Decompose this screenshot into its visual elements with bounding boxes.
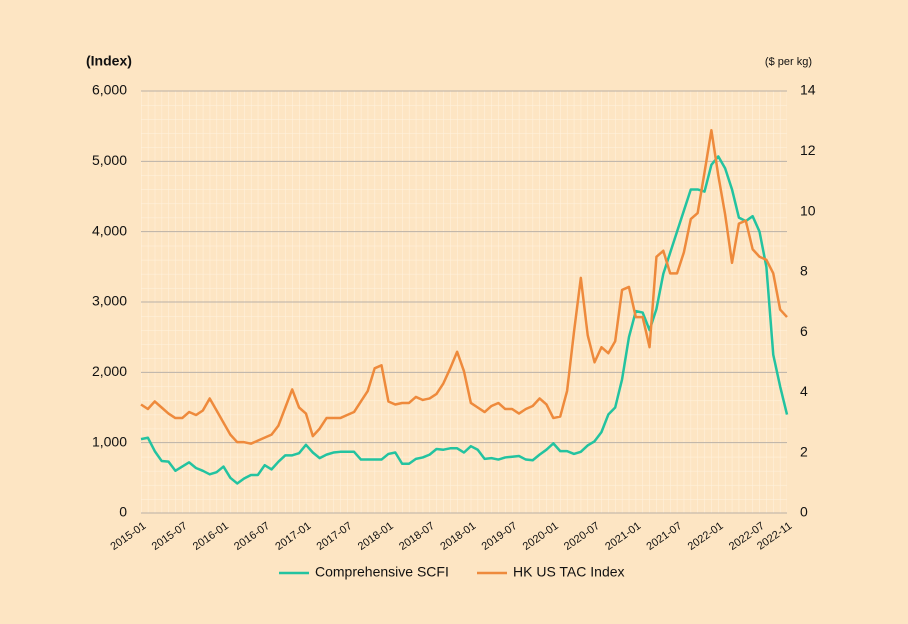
x-tick-label: 2016-01 xyxy=(191,520,231,553)
y2-tick-label: 2 xyxy=(800,443,808,459)
y-tick-label: 6,000 xyxy=(92,82,127,98)
x-tick-label: 2015-01 xyxy=(108,520,148,553)
y2-tick-label: 14 xyxy=(800,82,816,98)
y-tick-label: 5,000 xyxy=(92,152,127,168)
x-tick-label: 2017-07 xyxy=(315,520,355,553)
y-tick-label: 0 xyxy=(119,504,127,520)
y-tick-label: 2,000 xyxy=(92,363,127,379)
x-tick-label: 2020-07 xyxy=(562,520,602,553)
series-line xyxy=(140,128,788,445)
y2-tick-label: 10 xyxy=(800,202,816,218)
y-axis-title: (Index) xyxy=(86,53,132,69)
x-tick-label: 2020-01 xyxy=(521,520,561,553)
legend-label: Comprehensive SCFI xyxy=(315,564,449,580)
x-tick-label: 2019-07 xyxy=(480,520,520,553)
x-tick-label: 2018-01 xyxy=(356,520,396,553)
y2-axis-title: ($ per kg) xyxy=(765,56,812,68)
x-tick-label: 2021-01 xyxy=(603,520,643,553)
y2-tick-label: 8 xyxy=(800,263,808,279)
x-tick-label: 2016-07 xyxy=(232,520,272,553)
x-tick-label: 2018-07 xyxy=(397,520,437,553)
y-tick-label: 1,000 xyxy=(92,433,127,449)
y-tick-label: 3,000 xyxy=(92,293,127,309)
y2-tick-label: 12 xyxy=(800,142,816,158)
series-line xyxy=(140,155,789,485)
x-tick-label: 2015-07 xyxy=(150,520,190,553)
y2-tick-label: 0 xyxy=(800,504,808,520)
x-tick-label: 2021-07 xyxy=(644,520,684,553)
legend-label: HK US TAC Index xyxy=(513,564,625,580)
y2-tick-label: 4 xyxy=(800,383,808,399)
y-tick-label: 4,000 xyxy=(92,222,127,238)
x-tick-label: 2018-01 xyxy=(438,520,478,553)
y2-tick-label: 6 xyxy=(800,323,808,339)
x-tick-label: 2017-01 xyxy=(273,520,313,553)
x-tick-label: 2022-01 xyxy=(686,520,726,553)
